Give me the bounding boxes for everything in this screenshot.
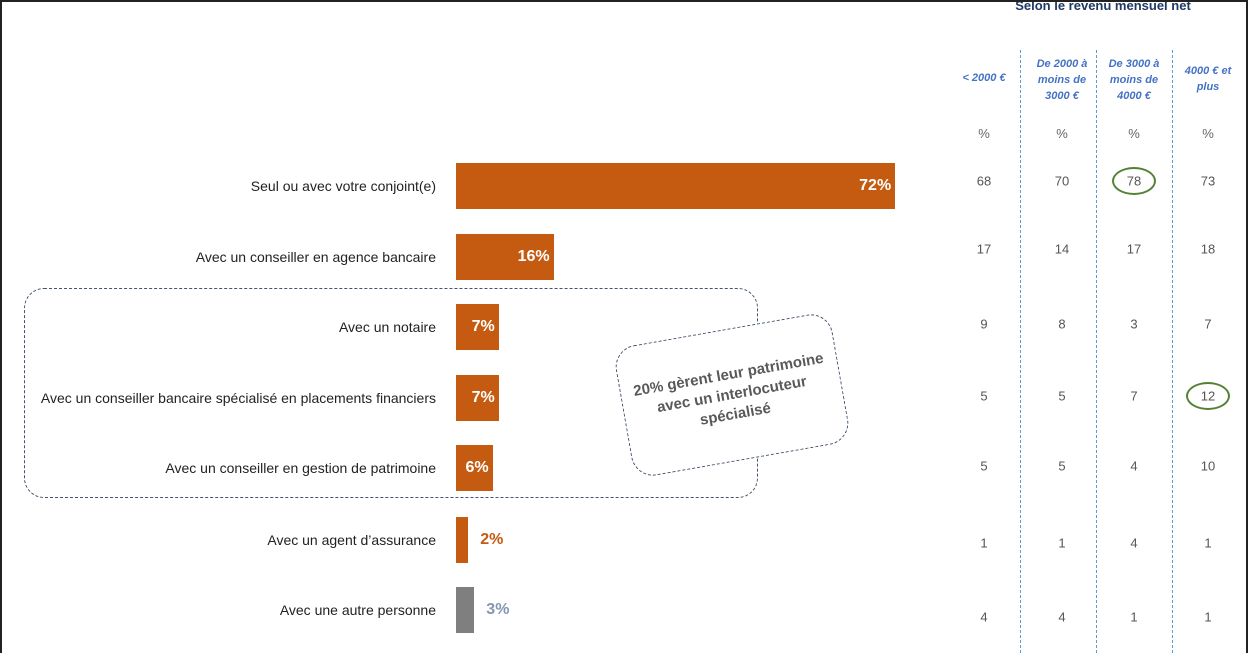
bar-value-label: 72% — [859, 177, 892, 194]
bar — [456, 445, 493, 491]
breakdown-title: Selon le revenu mensuel net — [1015, 2, 1191, 13]
bar — [456, 163, 896, 209]
table-cell: 9 — [980, 316, 988, 332]
bar-value-label: 2% — [480, 531, 504, 548]
table-cell: 3 — [1130, 316, 1138, 332]
category-label: Avec un notaire — [338, 319, 436, 335]
table-cell: 14 — [1054, 241, 1070, 257]
bar — [456, 587, 475, 633]
table-cell: 10 — [1200, 458, 1216, 474]
bar-value-label: 7% — [471, 318, 495, 335]
table-cell: 5 — [1058, 458, 1066, 474]
table-cell: 7 — [1130, 388, 1138, 404]
table-cell: 17 — [976, 241, 992, 257]
category-label: Avec un conseiller en gestion de patrimo… — [165, 460, 436, 476]
bar — [456, 304, 499, 350]
column-separator — [1020, 50, 1021, 653]
table-cell: 7 — [1204, 316, 1212, 332]
bar — [456, 234, 554, 280]
column-separator — [1096, 50, 1097, 653]
column-separator — [1172, 50, 1173, 653]
highlight-circle — [1112, 167, 1156, 195]
column-header: De 2000 à moins de 3000 € — [1036, 58, 1088, 102]
table-cell: 4 — [1058, 609, 1066, 625]
table-cell: 5 — [980, 458, 988, 474]
table-cell: 18 — [1200, 241, 1216, 257]
category-label: Avec un conseiller en agence bancaire — [195, 249, 436, 265]
column-unit: % — [1056, 126, 1068, 141]
column-unit: % — [978, 126, 990, 141]
table-cell: 68 — [976, 173, 992, 189]
table-cell: 1 — [1058, 535, 1066, 551]
category-label: Seul ou avec votre conjoint(e) — [250, 178, 436, 194]
highlight-circle — [1186, 382, 1230, 410]
table-cell: 4 — [1130, 535, 1138, 551]
bar — [456, 517, 469, 563]
table-cell: 1 — [980, 535, 988, 551]
bar-value-label: 6% — [465, 459, 489, 476]
table-cell: 5 — [1058, 388, 1066, 404]
table-cell: 4 — [980, 609, 988, 625]
table-cell: 8 — [1058, 316, 1066, 332]
table-cell: 1 — [1204, 609, 1212, 625]
column-header: De 3000 à moins de 4000 € — [1108, 58, 1160, 102]
column-unit: % — [1128, 126, 1140, 141]
table-cell: 73 — [1200, 173, 1216, 189]
column-unit: % — [1202, 126, 1214, 141]
category-label: Avec un agent d’assurance — [267, 532, 436, 548]
table-cell: 70 — [1054, 173, 1070, 189]
column-header: 4000 € et plus — [1184, 65, 1232, 93]
category-label: Avec un conseiller bancaire spécialisé e… — [40, 390, 436, 406]
table-cell: 1 — [1204, 535, 1212, 551]
table-cell: 1 — [1130, 609, 1138, 625]
bar — [456, 375, 499, 421]
callout-text: 20% gèrent leur patrimoine avec un inter… — [632, 349, 825, 429]
table-cell: 5 — [980, 388, 988, 404]
category-label: Avec une autre personne — [279, 602, 436, 618]
table-cell: 4 — [1130, 458, 1138, 474]
bar-value-label: 16% — [517, 248, 550, 265]
table-cell: 17 — [1126, 241, 1142, 257]
bar-value-label: 7% — [471, 389, 495, 406]
bar-value-label: 3% — [486, 601, 510, 618]
column-header: < 2000 € — [962, 72, 1006, 84]
